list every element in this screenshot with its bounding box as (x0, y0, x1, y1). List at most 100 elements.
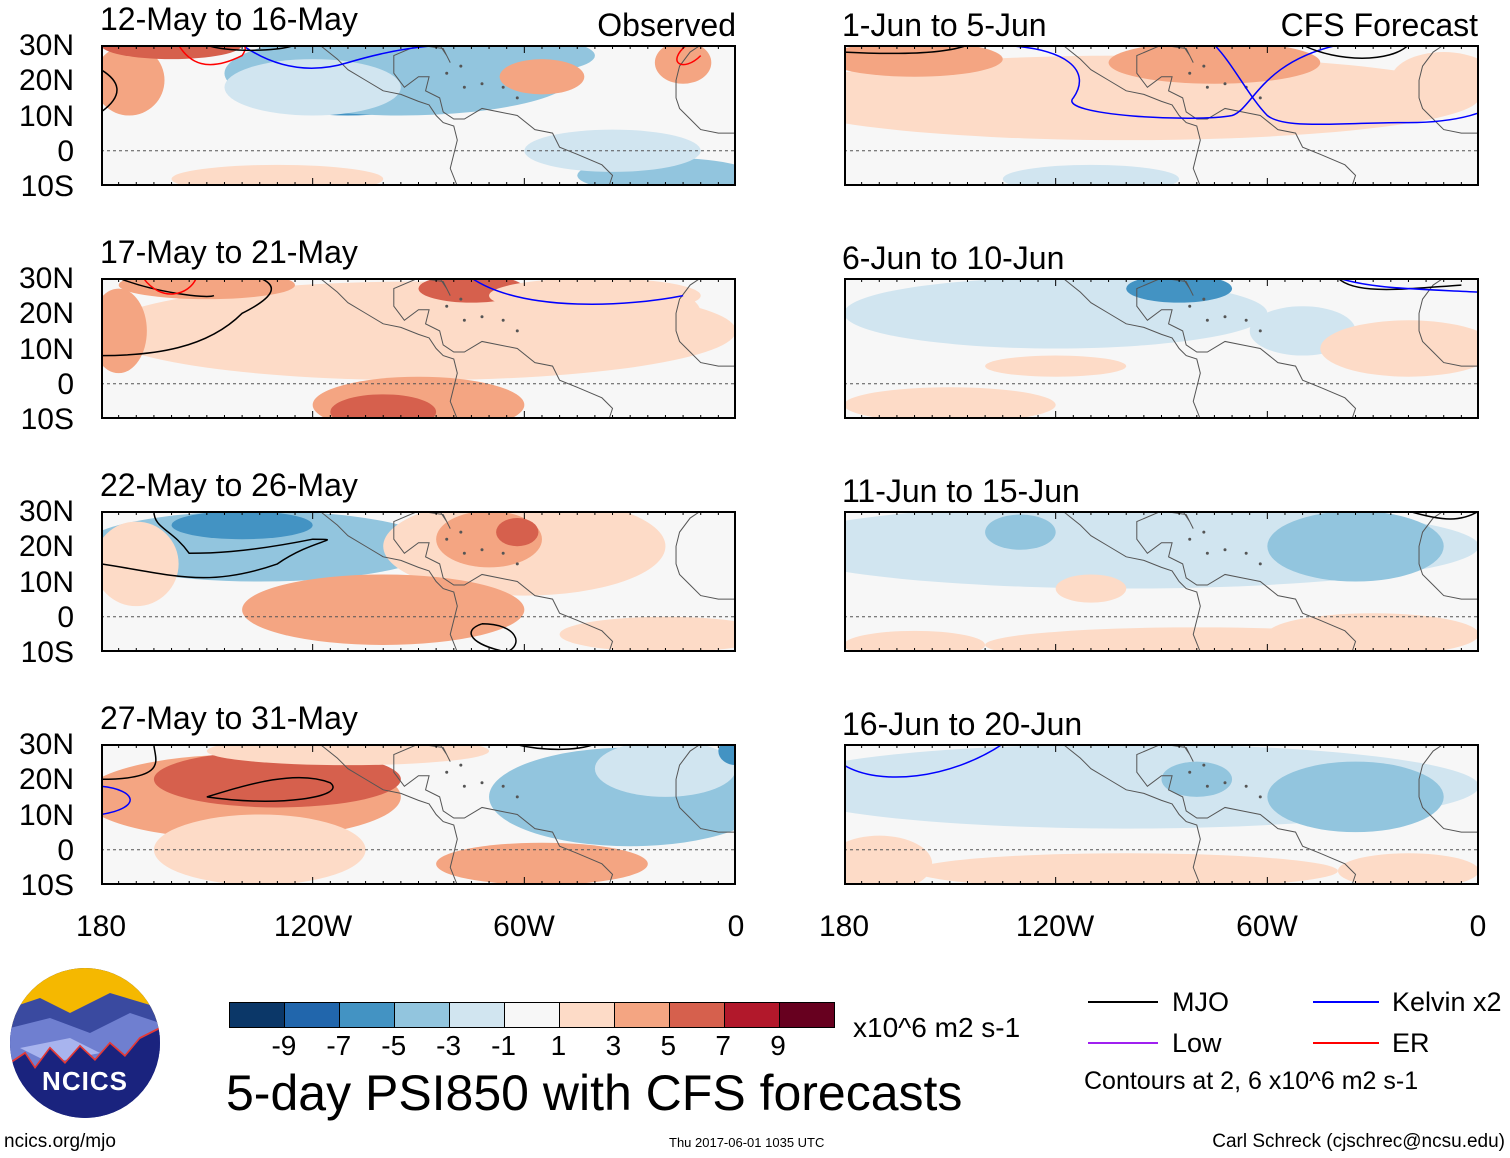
wave-contour (1302, 45, 1409, 59)
coastline (1136, 511, 1357, 652)
colorbar-swatch (230, 1003, 284, 1027)
colorbar-label: -7 (326, 1030, 352, 1061)
wave-contour (101, 744, 157, 781)
anomaly-region (1002, 164, 1180, 186)
y-tick: 10S (20, 403, 74, 436)
wave-contour (470, 623, 517, 652)
colorbar-swatch (559, 1003, 614, 1027)
panel-title: 11-Jun to 15-Jun (842, 473, 1080, 509)
y-tick: 0 (57, 367, 74, 401)
map-panel (844, 45, 1479, 186)
colorbar-swatch (504, 1003, 559, 1027)
colorbar-swatch (284, 1003, 339, 1027)
colorbar-label: -5 (381, 1030, 407, 1061)
wave-contour (101, 785, 131, 816)
logo-text: NCICS (42, 1066, 128, 1096)
anomaly-region (844, 630, 986, 652)
anomaly-region (242, 574, 525, 645)
wave-contour (1337, 278, 1479, 293)
colorbar-label: 1 (550, 1030, 567, 1061)
map-panel (844, 511, 1479, 652)
x-tick: 180 (75, 910, 127, 943)
coastline (675, 744, 736, 833)
anomaly-region (496, 518, 539, 547)
colorbar-label: -3 (436, 1030, 462, 1061)
coastline (1062, 744, 1201, 885)
anomaly-region (1126, 278, 1233, 303)
panel-title: 17-May to 21-May (100, 234, 358, 270)
map-panel (101, 511, 736, 652)
legend-swatch-er (1313, 1042, 1379, 1044)
y-tick: 10N (18, 332, 74, 366)
anomaly-region (171, 164, 384, 186)
colorbar-swatch (614, 1003, 669, 1027)
y-tick: 30N (18, 728, 74, 761)
colorbar-label: -1 (491, 1030, 516, 1061)
legend-swatch-low (1088, 1042, 1158, 1044)
anomaly-region (118, 278, 296, 300)
legend-label: ER (1392, 1028, 1430, 1058)
y-tick: 20N (18, 297, 74, 331)
wave-contour (985, 45, 1339, 119)
anomaly-region (630, 292, 701, 335)
y-tick: 20N (18, 763, 74, 797)
x-tick: 120W (273, 910, 353, 943)
anomaly-region (1390, 52, 1479, 109)
wave-contour (844, 45, 968, 55)
anomaly-region (1337, 853, 1479, 885)
legend-swatch-mjo (1088, 1001, 1158, 1003)
wave-contour (844, 744, 1004, 778)
anomaly-region (559, 616, 736, 652)
coastline (319, 511, 458, 652)
coastline (1418, 511, 1479, 600)
legend-label: Low (1172, 1028, 1222, 1058)
wave-contour (101, 278, 273, 357)
site-link[interactable]: ncics.org/mjo (4, 1131, 116, 1152)
coastline (393, 511, 614, 652)
panel-title: 6-Jun to 10-Jun (842, 240, 1065, 276)
coastline (1136, 45, 1357, 186)
anomaly-region (718, 744, 736, 766)
author: Carl Schreck (cjschrec@ncsu.edu) (1212, 1131, 1505, 1152)
coastline (393, 744, 614, 885)
anomaly-region (1267, 613, 1479, 652)
y-tick: 30N (18, 262, 74, 295)
anomaly-region (844, 387, 1056, 419)
anomaly-region (330, 394, 437, 419)
timestamp: Thu 2017-06-01 1035 UTC (669, 1135, 825, 1150)
anomaly-region (844, 55, 1479, 141)
wave-contour (676, 45, 702, 66)
coastline (1418, 45, 1479, 134)
panel-title: 27-May to 31-May (100, 700, 358, 736)
colorbar-swatch (339, 1003, 394, 1027)
panel-title: 22-May to 26-May (100, 467, 358, 503)
wave-contour (1408, 511, 1479, 520)
colorbar (229, 1002, 835, 1028)
map-panel (844, 744, 1479, 885)
y-tick: 10S (20, 636, 74, 669)
figure-title: 5-day PSI850 with CFS forecasts (226, 1065, 963, 1121)
anomaly-region (1320, 320, 1479, 377)
coastline (393, 45, 614, 186)
anomaly-region (171, 511, 313, 540)
coastline (319, 744, 458, 885)
coastline (1418, 744, 1479, 833)
anomaly-region (844, 835, 933, 885)
anomaly-region (594, 744, 736, 797)
anomaly-region (101, 288, 147, 374)
coastline (675, 511, 736, 600)
coastline (319, 278, 458, 419)
ncics-logo: NCICS (10, 968, 160, 1118)
y-tick: 10N (18, 99, 74, 133)
wave-contour (1337, 278, 1462, 291)
wave-contour (142, 278, 197, 295)
panel-title: 16-Jun to 20-Jun (842, 706, 1083, 742)
coastline (1062, 511, 1201, 652)
y-tick: 10N (18, 798, 74, 832)
wave-contour (1213, 45, 1479, 126)
legend-label: MJO (1172, 987, 1229, 1017)
anomaly-region (1108, 45, 1321, 84)
x-tick: 180 (818, 910, 870, 943)
x-tick: 0 (1469, 910, 1487, 943)
